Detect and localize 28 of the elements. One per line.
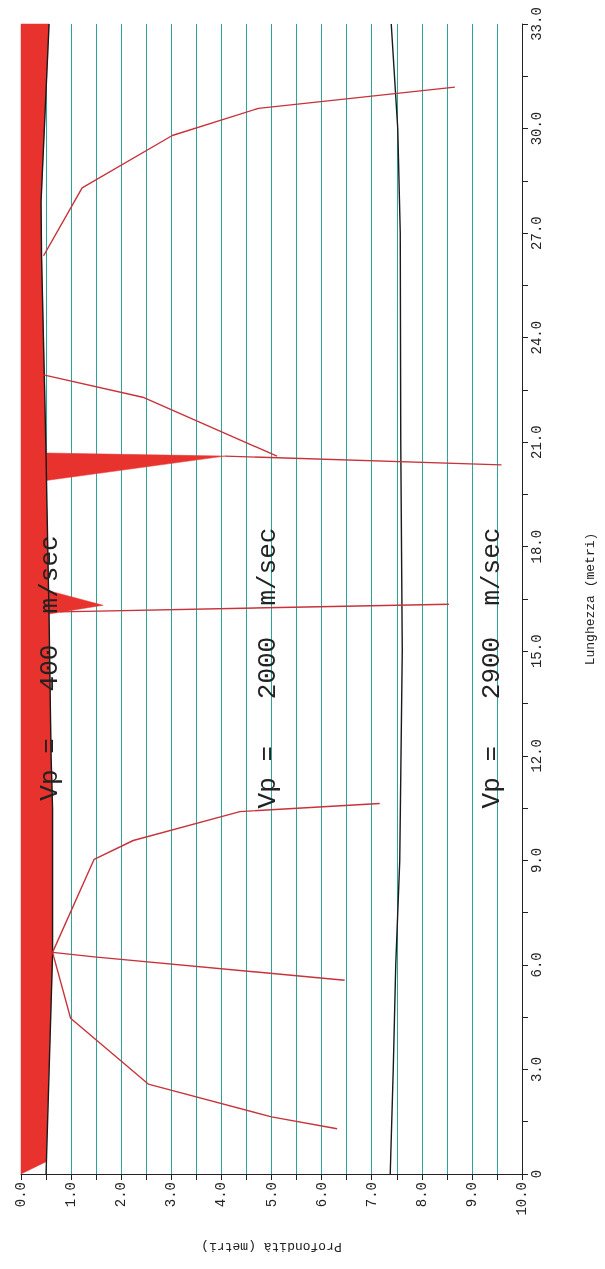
y-tick-label: 6.0 (529, 952, 545, 978)
y-tick-label: 24.0 (529, 320, 545, 355)
x-tick-label: 0.0 (13, 1182, 29, 1208)
x-tick-label: 10.0 (514, 1182, 530, 1216)
x-tick-label: 2.0 (113, 1182, 130, 1208)
y-tick-label: 12.0 (529, 739, 545, 773)
x-tick-label: 9.0 (463, 1182, 480, 1208)
x-tick-label: 4.0 (213, 1182, 230, 1208)
y-tick-label: 33.0 (529, 7, 545, 41)
annotation: Vp = 400 m/sec (34, 535, 65, 801)
y-tick-label: 18.0 (529, 529, 545, 564)
y-tick-label: 3.0 (529, 1056, 545, 1083)
x-tick-label: 3.0 (163, 1182, 180, 1208)
annotation: Vp = 2000 m/sec (253, 527, 283, 809)
x-tick-label: 5.0 (263, 1182, 280, 1208)
y-tick-label: 21.0 (529, 425, 545, 459)
y-axis-title: Lunghezza (metri) (583, 532, 598, 666)
y-tick-label: 27.0 (529, 216, 545, 250)
x-tick-label: 7.0 (363, 1182, 380, 1208)
y-tick-label: 9.0 (529, 847, 545, 873)
x-axis-title: Profondità (metri) (201, 1239, 342, 1254)
y-tick-label: 15.0 (529, 634, 545, 669)
y-tick-label: 30.0 (529, 111, 545, 146)
x-tick-label: 8.0 (413, 1182, 430, 1208)
annotation: Vp = 2900 m/sec (476, 527, 507, 809)
x-tick-label: 1.0 (63, 1182, 80, 1208)
x-tick-label: 6.0 (313, 1182, 330, 1208)
y-tick-label: 0 (529, 1169, 545, 1179)
